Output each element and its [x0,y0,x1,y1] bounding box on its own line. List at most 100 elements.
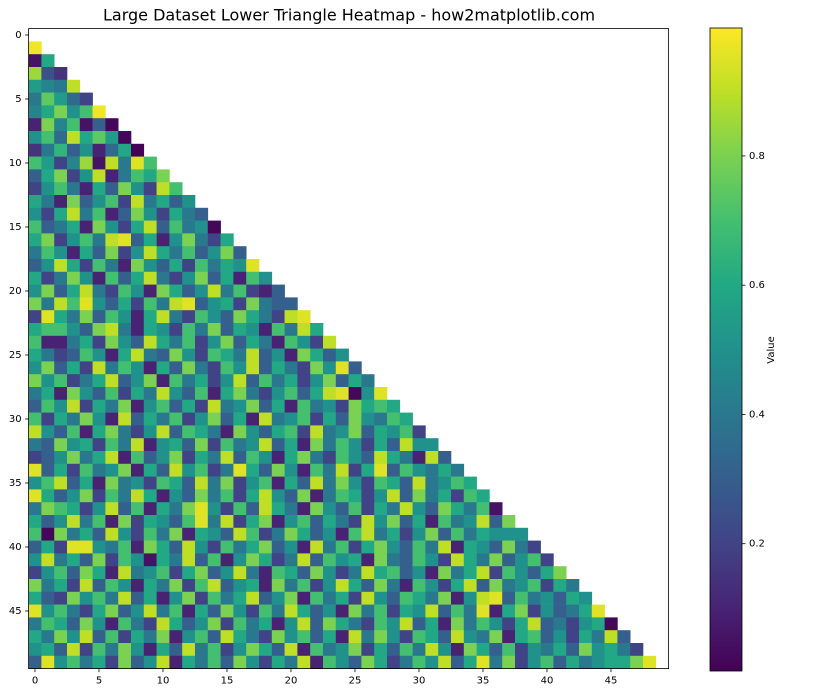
heatmap-cell [67,143,81,157]
heatmap-cell [169,335,183,349]
heatmap-cell [67,220,81,234]
heatmap-cell [41,643,55,657]
heatmap-cell [220,374,234,388]
heatmap-cell [195,591,209,605]
heatmap-cell [131,515,145,529]
heatmap-cell [335,502,349,516]
heatmap-cell [425,476,439,490]
heatmap-cell [374,425,388,439]
heatmap-cell [67,451,81,465]
heatmap-cell [79,310,93,324]
heatmap-cell [67,182,81,196]
heatmap-cell [297,361,311,375]
heatmap-cell [195,284,209,298]
heatmap-cell [131,156,145,170]
heatmap-cell [220,591,234,605]
heatmap-cell [246,348,260,362]
heatmap-cell [297,591,311,605]
heatmap-cell [54,399,68,413]
x-tick-label: 25 [349,676,362,687]
heatmap-cell [463,489,477,503]
heatmap-cell [131,579,145,593]
heatmap-cell [195,399,209,413]
heatmap-cell [28,630,42,644]
heatmap-cell [335,451,349,465]
heatmap-cell [387,579,401,593]
heatmap-cell [233,566,247,580]
heatmap-cell [92,463,106,477]
heatmap-cell [425,630,439,644]
heatmap-cell [156,438,170,452]
heatmap-cell [451,643,465,657]
heatmap-cell [131,399,145,413]
heatmap-cell [284,655,298,669]
heatmap-cell [412,489,426,503]
heatmap-cell [105,604,119,618]
heatmap-cell [79,476,93,490]
heatmap-cell [41,399,55,413]
heatmap-cell [515,604,529,618]
heatmap-cell [246,630,260,644]
heatmap-cell [489,579,503,593]
y-tick-label: 25 [9,350,22,361]
heatmap-cell [156,323,170,337]
heatmap-cell [118,131,132,145]
heatmap-cell [143,284,157,298]
heatmap-cell [131,502,145,516]
heatmap-cell [233,323,247,337]
heatmap-cell [476,527,490,541]
heatmap-cell [92,476,106,490]
heatmap-cell [361,591,375,605]
heatmap-cell [195,579,209,593]
heatmap-cell [310,438,324,452]
heatmap-cell [131,451,145,465]
heatmap-cell [271,591,285,605]
heatmap-cell [361,463,375,477]
heatmap-cell [323,540,337,554]
heatmap-cell [67,540,81,554]
heatmap-cell [131,182,145,196]
heatmap-cell [92,553,106,567]
heatmap-cell [105,387,119,401]
heatmap-cell [169,207,183,221]
heatmap-cell [105,297,119,311]
heatmap-cell [182,374,196,388]
heatmap-cell [335,643,349,657]
heatmap-cell [220,527,234,541]
heatmap-cell [220,335,234,349]
heatmap-cell [195,655,209,669]
heatmap-cell [54,220,68,234]
heatmap-cell [284,361,298,375]
heatmap-cell [195,323,209,337]
heatmap-cell [489,591,503,605]
heatmap-cell [28,412,42,426]
heatmap-cell [399,515,413,529]
heatmap-cell [323,348,337,362]
heatmap-cell [67,617,81,631]
heatmap-cell [233,502,247,516]
heatmap-cell [438,489,452,503]
heatmap-cell [156,259,170,273]
heatmap-cell [28,643,42,657]
heatmap-cell [220,438,234,452]
heatmap-cell [67,489,81,503]
y-tick-label: 35 [9,478,22,489]
heatmap-cell [271,566,285,580]
heatmap-cell [502,617,516,631]
heatmap-cell [463,553,477,567]
heatmap-cell [79,195,93,209]
heatmap-cell [195,502,209,516]
heatmap-cell [284,527,298,541]
heatmap-cell [246,361,260,375]
heatmap-cell [284,374,298,388]
heatmap-cell [28,118,42,132]
heatmap-cell [182,335,196,349]
heatmap-cell [131,540,145,554]
heatmap-cell [182,361,196,375]
heatmap-cell [118,451,132,465]
x-tick-label: 0 [32,676,38,687]
heatmap-cell [220,284,234,298]
heatmap-cell [271,502,285,516]
heatmap-cell [118,220,132,234]
heatmap-cell [233,643,247,657]
